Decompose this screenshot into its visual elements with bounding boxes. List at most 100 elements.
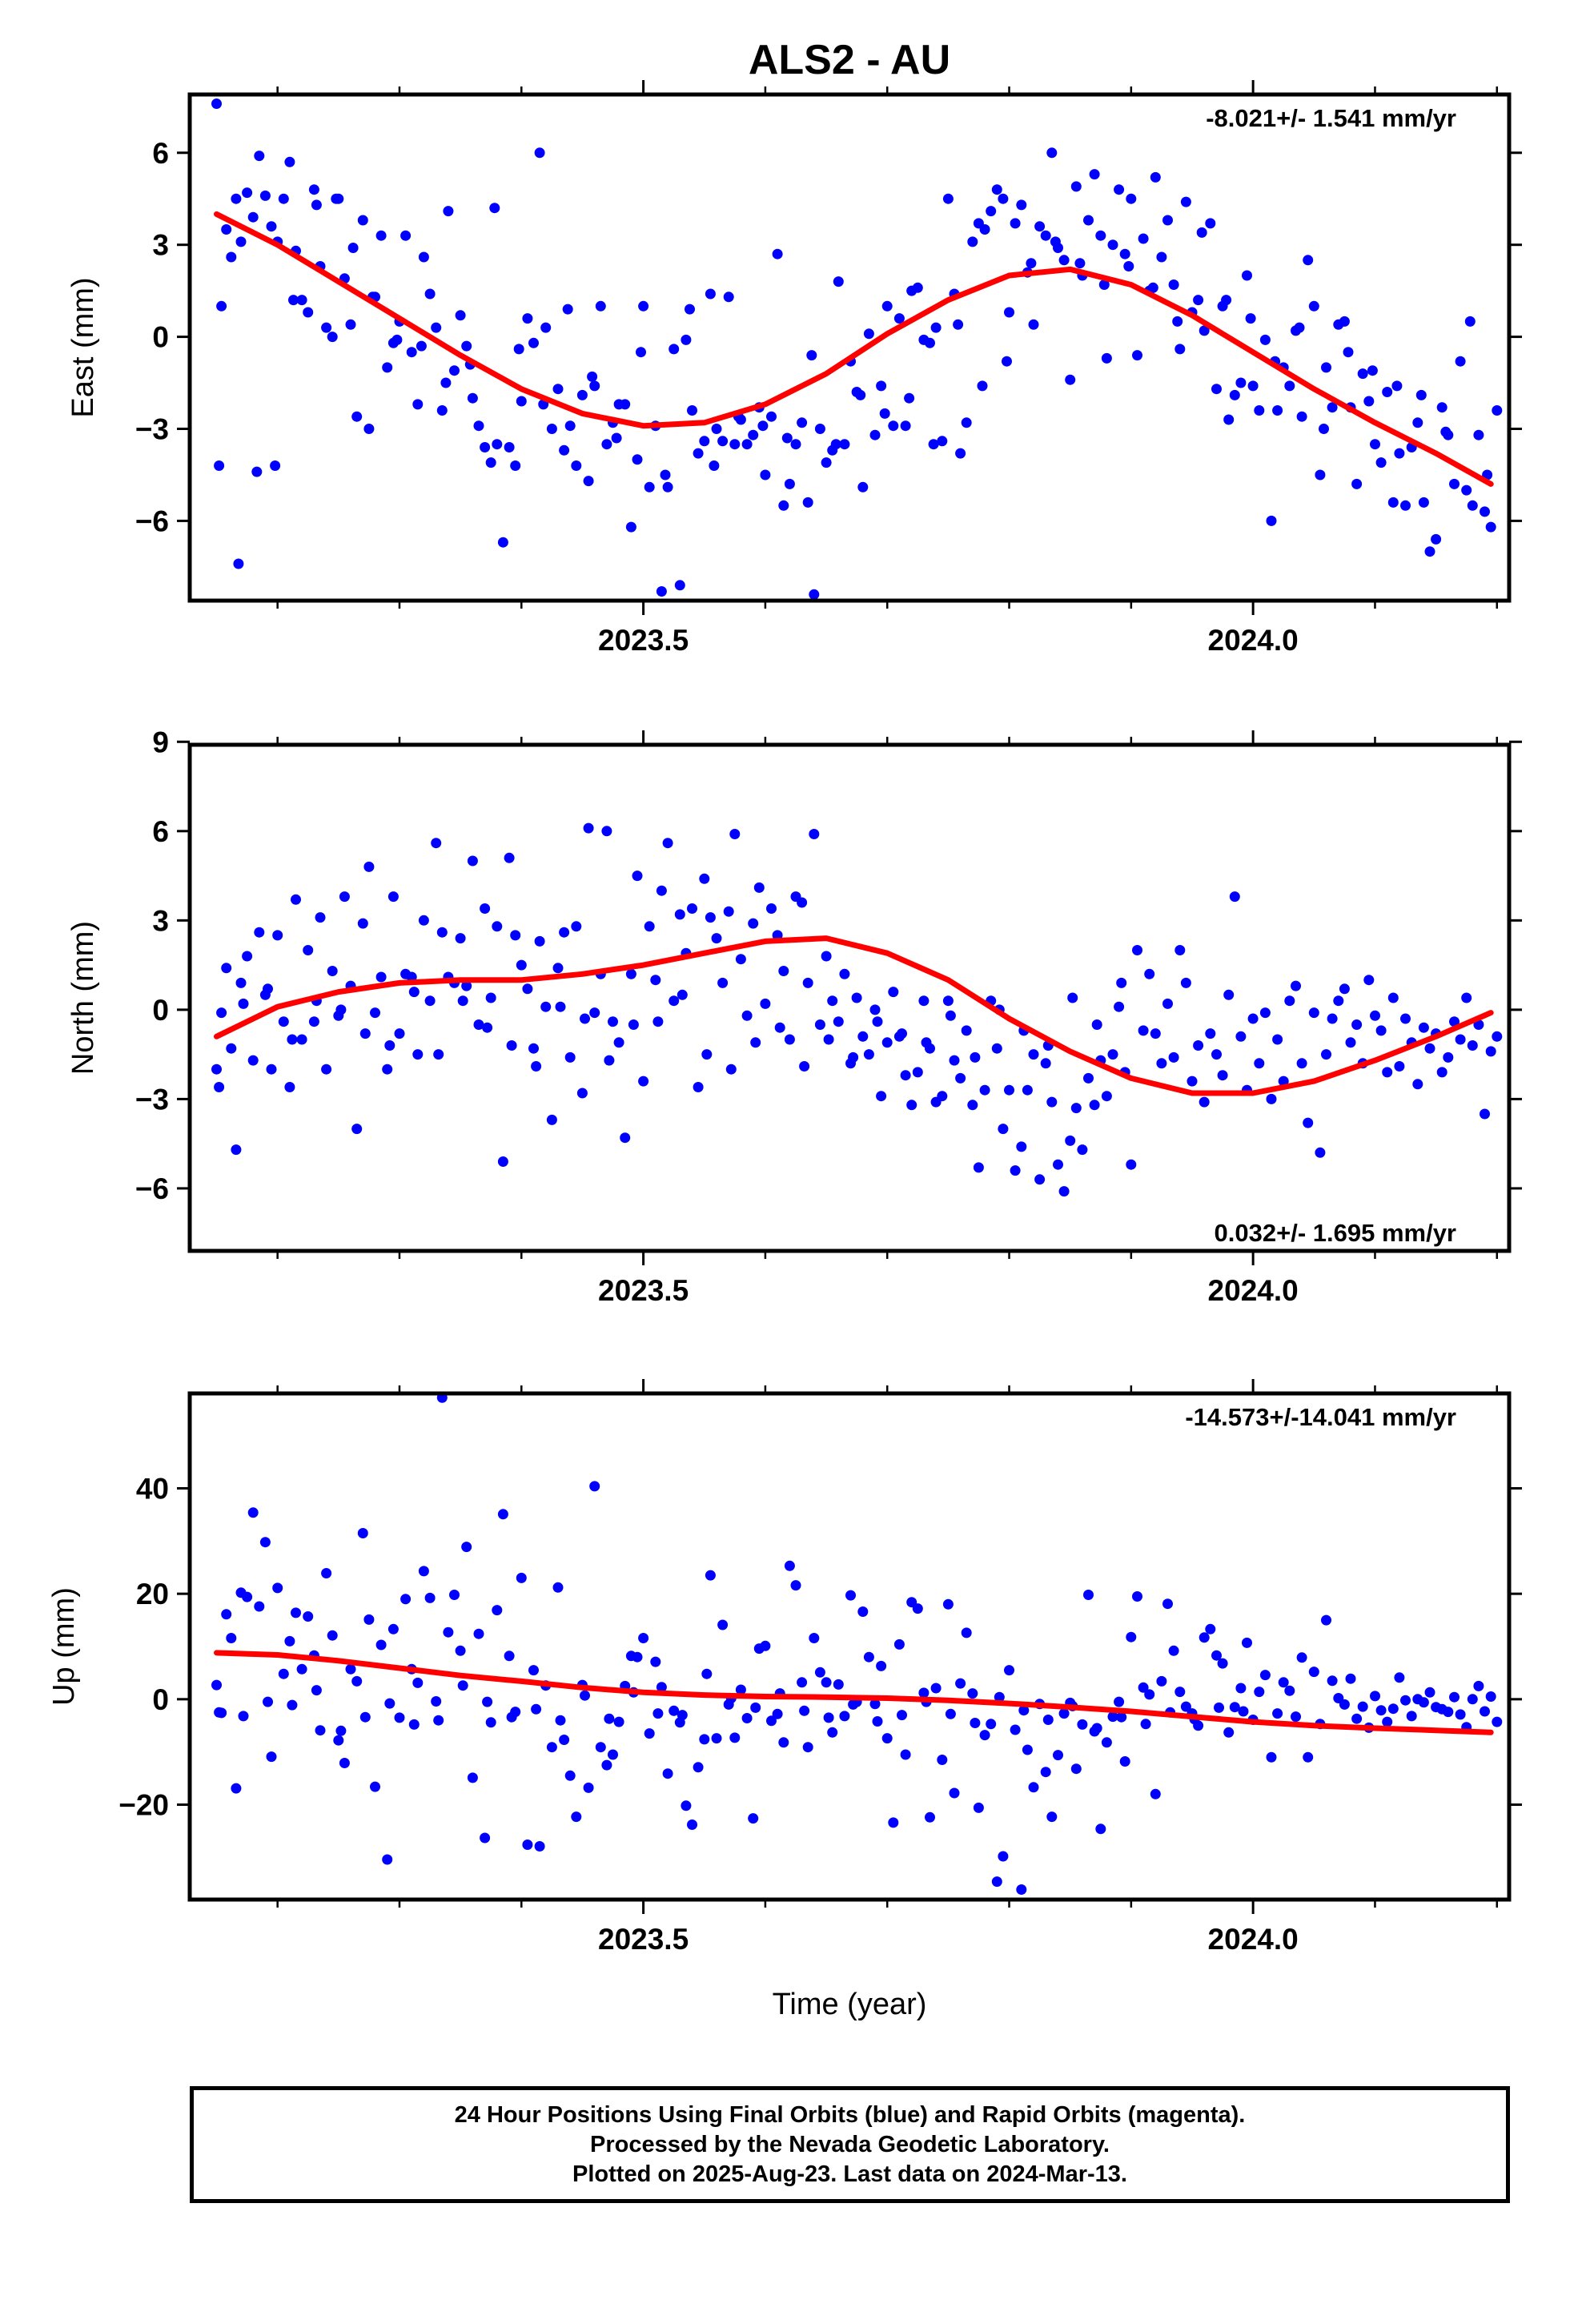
data-point	[357, 918, 368, 929]
data-point	[625, 968, 636, 979]
data-point	[693, 448, 704, 459]
data-point	[492, 1605, 503, 1616]
data-point	[457, 995, 468, 1007]
data-point	[757, 420, 769, 432]
data-point	[580, 1013, 590, 1024]
data-point	[1217, 1070, 1228, 1081]
data-point	[750, 1702, 761, 1713]
data-point	[461, 980, 472, 991]
data-point	[970, 1051, 981, 1063]
data-point	[1363, 975, 1375, 986]
data-point	[595, 1742, 606, 1753]
data-point	[1473, 1680, 1484, 1691]
data-point	[562, 304, 573, 315]
data-point	[863, 1651, 874, 1663]
data-point	[760, 469, 771, 480]
data-point	[211, 99, 222, 109]
data-point	[516, 396, 527, 407]
data-point	[881, 1733, 893, 1744]
data-point	[1172, 316, 1183, 327]
data-point	[857, 1031, 869, 1042]
data-point	[431, 322, 442, 333]
data-point	[1065, 1135, 1076, 1146]
data-point	[611, 432, 622, 444]
data-point	[1247, 1013, 1259, 1024]
data-point	[375, 230, 387, 241]
data-point	[559, 927, 570, 938]
data-point	[1235, 1031, 1247, 1042]
data-point	[1291, 1711, 1301, 1723]
data-point	[1263, 0, 1273, 6]
data-point	[266, 1751, 277, 1763]
data-point	[945, 1010, 956, 1021]
data-point	[1370, 1691, 1380, 1702]
data-point	[461, 340, 472, 352]
data-point	[1168, 1051, 1179, 1063]
data-point	[897, 1028, 907, 1039]
data-point	[1308, 1007, 1319, 1019]
data-point	[967, 1688, 978, 1699]
data-point	[339, 1758, 350, 1768]
data-point	[937, 1091, 948, 1102]
data-point	[387, 1623, 399, 1634]
data-point	[270, 460, 281, 471]
data-point	[1004, 307, 1014, 318]
data-point	[1259, 1670, 1271, 1681]
data-point	[504, 1651, 515, 1662]
data-point	[1287, 0, 1297, 6]
data-point	[1242, 1637, 1252, 1648]
data-point	[311, 1685, 322, 1696]
data-point	[925, 1811, 935, 1823]
data-point	[1016, 1884, 1027, 1895]
data-point	[345, 1663, 356, 1675]
data-point	[583, 1782, 594, 1793]
data-point	[308, 1016, 319, 1027]
data-point	[930, 1683, 942, 1694]
data-point	[790, 439, 801, 450]
data-point	[408, 987, 420, 998]
data-point	[986, 1719, 997, 1730]
data-point	[656, 1682, 667, 1693]
data-point	[1433, 0, 1443, 6]
data-point	[288, 295, 299, 306]
data-point	[370, 1781, 380, 1792]
data-point	[531, 1703, 542, 1715]
data-point	[778, 500, 789, 511]
data-point	[1296, 1058, 1307, 1069]
data-point	[711, 1733, 722, 1744]
data-point	[1339, 316, 1350, 327]
data-point	[723, 292, 734, 303]
data-point	[587, 371, 598, 382]
data-point	[497, 1156, 508, 1167]
data-point	[693, 1762, 704, 1773]
data-point	[1455, 1709, 1466, 1720]
plot-frame	[187, 92, 1512, 603]
data-point	[625, 521, 636, 533]
data-point	[723, 906, 734, 917]
data-point	[1077, 1719, 1088, 1730]
data-point	[1156, 251, 1167, 263]
data-point	[510, 930, 521, 941]
data-point	[235, 977, 247, 988]
data-point	[705, 288, 716, 300]
data-point	[467, 855, 478, 866]
data-point	[1028, 319, 1039, 330]
data-point	[869, 1004, 881, 1015]
data-point	[363, 861, 375, 872]
data-point	[797, 1677, 808, 1688]
data-point	[1449, 1691, 1460, 1703]
data-point	[921, 1037, 932, 1048]
data-point	[583, 822, 594, 834]
data-point	[1116, 977, 1127, 988]
data-point	[254, 151, 265, 162]
data-point	[604, 1713, 615, 1724]
data-point	[424, 995, 436, 1007]
data-point	[1431, 533, 1442, 545]
data-point	[546, 1114, 557, 1125]
data-point	[321, 1568, 332, 1578]
data-point	[1046, 147, 1058, 159]
data-point	[1162, 1598, 1173, 1610]
data-point	[650, 975, 661, 986]
data-point	[492, 921, 503, 932]
data-point	[814, 424, 825, 434]
